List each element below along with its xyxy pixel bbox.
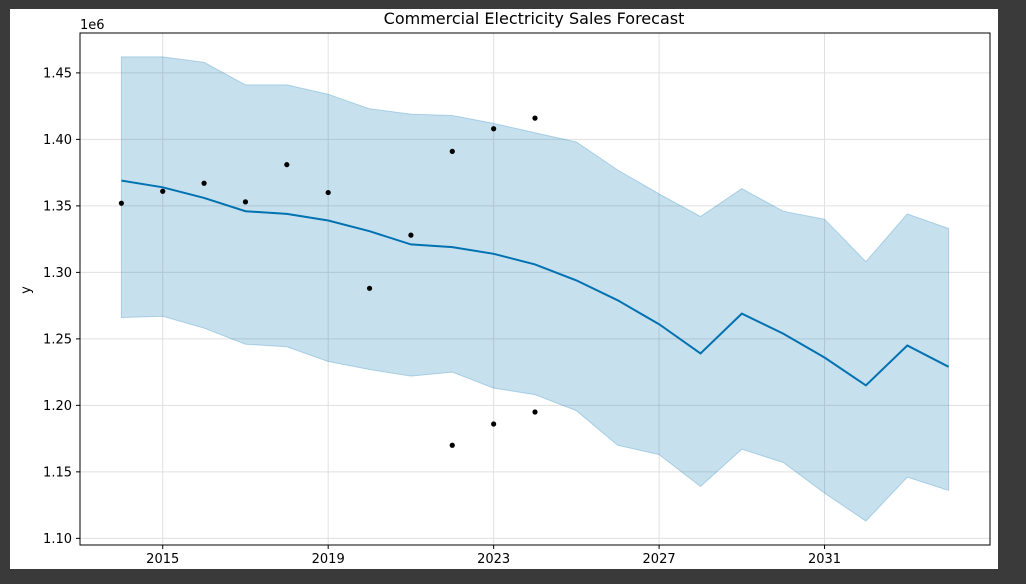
observation-point xyxy=(532,409,538,415)
observation-point xyxy=(449,442,455,448)
uncertainty-band xyxy=(120,56,950,522)
observation-point xyxy=(449,148,455,154)
y-axis-label: y xyxy=(19,286,34,294)
x-tick-label: 2019 xyxy=(312,552,345,567)
y-tick-label: 1.15 xyxy=(43,465,72,480)
forecast-chart: Commercial Electricity Sales Forecast 1e… xyxy=(19,9,991,567)
y-tick-label: 1.25 xyxy=(43,332,72,347)
x-tick-label: 2023 xyxy=(477,552,510,567)
observation-point xyxy=(491,126,497,132)
x-tick-label: 2031 xyxy=(808,552,841,567)
x-tick-label: 2027 xyxy=(643,552,676,567)
y-offset-label: 1e6 xyxy=(80,18,105,33)
y-tick-label: 1.30 xyxy=(43,266,72,281)
chart-title: Commercial Electricity Sales Forecast xyxy=(384,9,685,28)
y-tick-label: 1.35 xyxy=(43,199,72,214)
observation-point xyxy=(325,189,331,196)
observation-point xyxy=(491,421,497,427)
observation-point xyxy=(242,199,249,205)
observation-point xyxy=(366,285,373,291)
plot-frame xyxy=(79,32,991,546)
y-tick-label: 1.45 xyxy=(43,66,72,81)
x-tick-label: 2015 xyxy=(146,552,179,567)
observation-point xyxy=(118,200,124,206)
observation-point xyxy=(408,232,414,238)
y-tick-label: 1.20 xyxy=(43,399,72,414)
observation-point xyxy=(284,162,290,168)
observation-point xyxy=(160,188,166,194)
y-tick-label: 1.10 xyxy=(43,532,72,547)
observation-point xyxy=(532,115,538,121)
figure-canvas: Commercial Electricity Sales Forecast 1e… xyxy=(10,9,998,569)
forecast-line xyxy=(121,179,950,387)
y-tick-label: 1.40 xyxy=(43,133,72,148)
observation-point xyxy=(201,180,207,186)
